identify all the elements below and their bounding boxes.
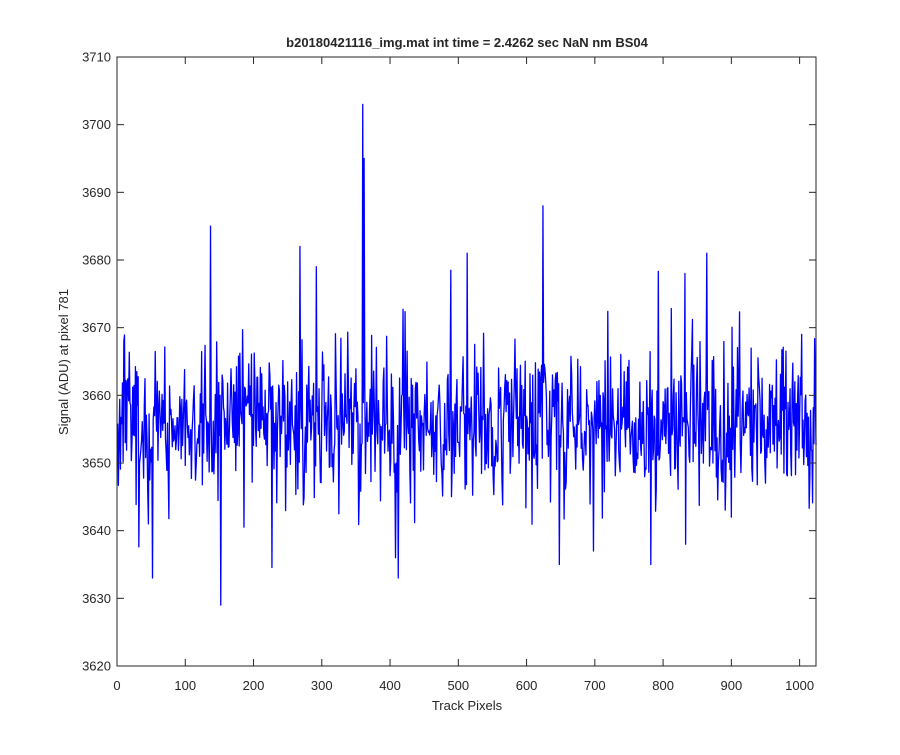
- x-tick-label: 500: [447, 678, 469, 693]
- y-axis-label: Signal (ADU) at pixel 781: [56, 289, 71, 435]
- x-tick-label: 700: [584, 678, 606, 693]
- x-tick-label: 300: [311, 678, 333, 693]
- x-tick-label: 0: [113, 678, 120, 693]
- x-tick-label: 400: [379, 678, 401, 693]
- y-tick-label: 3710: [82, 50, 111, 65]
- x-tick-label: 900: [721, 678, 743, 693]
- x-axis-label: Track Pixels: [432, 698, 503, 713]
- plot-frame: [116, 56, 817, 667]
- y-tick-label: 3680: [82, 253, 111, 268]
- y-tick-label: 3630: [82, 591, 111, 606]
- y-tick-label: 3640: [82, 523, 111, 538]
- x-tick-label: 800: [652, 678, 674, 693]
- y-tick-label: 3620: [82, 659, 111, 674]
- y-tick-label: 3700: [82, 117, 111, 132]
- x-tick-label: 200: [243, 678, 265, 693]
- axes: 0 100 200 300 400 500 600 700 800 900 1000 3620 3630…: [82, 50, 817, 693]
- x-tick-label: 600: [516, 678, 538, 693]
- plot-area: [117, 103, 817, 606]
- y-tick-label: 3650: [82, 456, 111, 471]
- chart-title: b20180421116_img.mat int time = 2.4262 s…: [286, 35, 648, 50]
- y-tick-label: 3690: [82, 185, 111, 200]
- x-tick-label: 100: [174, 678, 196, 693]
- y-tick-label: 3670: [82, 320, 111, 335]
- x-tick-label: 1000: [785, 678, 814, 693]
- series-line-1: [117, 103, 817, 606]
- y-tick-label: 3660: [82, 388, 111, 403]
